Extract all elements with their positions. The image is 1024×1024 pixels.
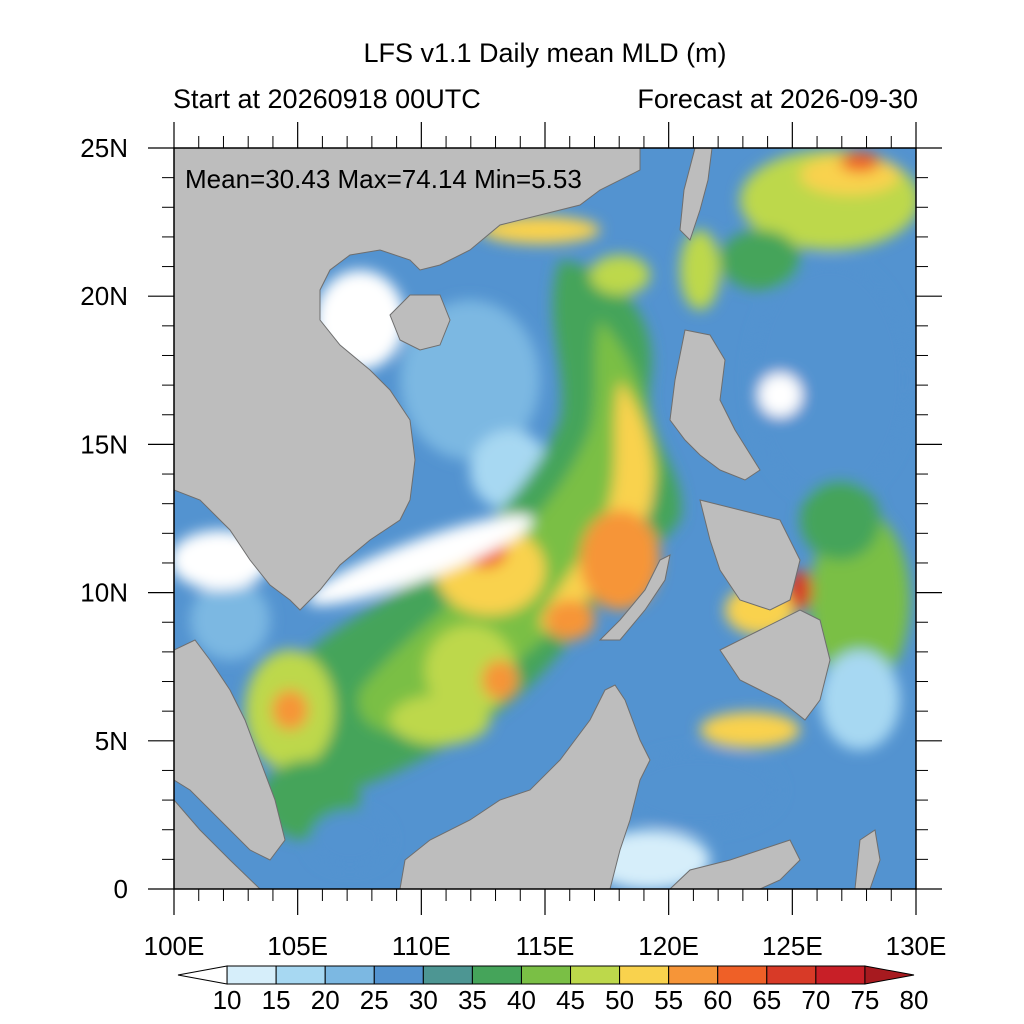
land-hainan (389, 294, 451, 351)
colorbar-label: 50 (605, 985, 634, 1015)
colorbar-swatch (422, 965, 473, 985)
colorbar-arrow-low (177, 965, 228, 985)
lat-tick-label: 20N (80, 281, 128, 311)
colorbar-label: 45 (556, 985, 585, 1015)
colorbar-swatch (324, 965, 375, 985)
map-title: LFS v1.1 Daily mean MLD (m) (363, 38, 727, 68)
lat-tick-label: 10N (80, 578, 128, 608)
colorbar-label: 10 (213, 985, 242, 1015)
lon-tick-label: 110E (392, 931, 451, 961)
lon-tick-label: 130E (886, 931, 947, 961)
land-borneo (399, 684, 651, 889)
lat-tick-label: 5N (95, 726, 128, 756)
colorbar-swatch (226, 965, 277, 985)
land-mindanao (719, 609, 831, 721)
land-taiwan (679, 148, 713, 241)
colorbar-arrow-high (864, 965, 915, 985)
land-sumatra (174, 799, 261, 889)
land-masses (174, 148, 881, 889)
lat-tick-label: 15N (80, 429, 128, 459)
lat-tick-label: 0 (114, 874, 128, 904)
colorbar-label: 65 (752, 985, 781, 1015)
stats-label: Mean=30.43 Max=74.14 Min=5.53 (185, 164, 582, 194)
lon-tick-label: 120E (638, 931, 699, 961)
colorbar-label: 15 (262, 985, 291, 1015)
colorbar-swatch (275, 965, 326, 985)
lon-tick-label: 105E (267, 931, 328, 961)
colorbar-label: 75 (850, 985, 879, 1015)
plot-area (174, 148, 916, 889)
colorbar-swatch (520, 965, 572, 985)
colorbar-label: 70 (801, 985, 830, 1015)
land-palawan (598, 554, 671, 641)
land-luzon (669, 329, 761, 481)
colorbar: 10 15 20 25 30 35 40 45 50 55 60 65 70 75 80 (177, 965, 929, 1015)
land-sulawesi (669, 839, 801, 889)
lat-tick-label: 25N (80, 133, 128, 163)
land-mainland (174, 148, 641, 611)
colorbar-label: 55 (654, 985, 683, 1015)
forecast-time-label: Forecast at 2026-09-30 (637, 84, 918, 114)
axes: 100E 105E 110E 115E 120E 125E 130E 0 5N 10N 15N 20N… (80, 122, 946, 961)
colorbar-label: 25 (360, 985, 389, 1015)
land-malay-peninsula (174, 639, 286, 861)
colorbar-label: 40 (507, 985, 536, 1015)
lon-tick-label: 115E (516, 931, 575, 961)
lon-tick-label: 100E (144, 931, 205, 961)
start-time-label: Start at 20260918 00UTC (173, 84, 481, 114)
colorbar-swatch (570, 965, 621, 985)
colorbar-swatch (766, 965, 817, 985)
colorbar-label: 30 (409, 985, 438, 1015)
land-visayas (699, 499, 801, 611)
colorbar-swatch (619, 965, 670, 985)
lon-tick-label: 125E (762, 931, 823, 961)
colorbar-swatch (373, 965, 424, 985)
colorbar-swatch (471, 965, 522, 985)
colorbar-label: 20 (311, 985, 340, 1015)
colorbar-label: 60 (703, 985, 732, 1015)
colorbar-swatch (815, 965, 866, 985)
land-halmahera (854, 829, 881, 889)
colorbar-swatch (717, 965, 768, 985)
colorbar-label: 35 (458, 985, 487, 1015)
colorbar-swatch (668, 965, 719, 985)
colorbar-label: 80 (900, 985, 929, 1015)
